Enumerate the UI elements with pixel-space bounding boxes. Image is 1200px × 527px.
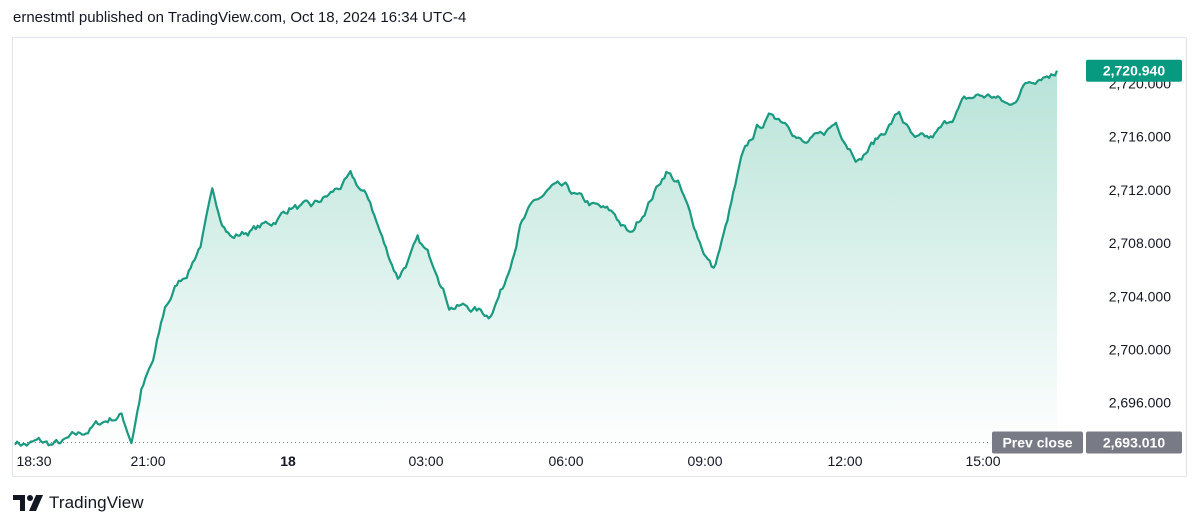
x-tick-label: 15:00 [965, 453, 1000, 469]
x-tick-label: 03:00 [408, 453, 443, 469]
x-tick-label: 06:00 [548, 453, 583, 469]
x-tick-label: 18 [280, 453, 296, 469]
prev-close-text: Prev close [1002, 435, 1072, 451]
chart-frame [12, 37, 1187, 477]
tradingview-logo-icon [13, 494, 43, 511]
y-tick-label: 2,700.000 [1109, 341, 1171, 357]
x-tick-label: 12:00 [827, 453, 862, 469]
y-tick-label: 2,712.000 [1109, 182, 1171, 198]
footer: TradingView [13, 491, 144, 515]
brand-name: TradingView [49, 493, 144, 512]
y-tick-label: 2,704.000 [1109, 288, 1171, 304]
x-tick-label: 09:00 [687, 453, 722, 469]
y-axis: 2,696.000 2,700.000 2,704.000 2,708.000 2,71… [1109, 75, 1171, 410]
price-line [14, 70, 1059, 447]
prev-close-badge: Prev close 2,693.010 [992, 431, 1182, 454]
last-price-label: 2,720.940 [1103, 63, 1165, 79]
publish-info: ernestmtl published on TradingView.com, … [13, 9, 467, 26]
last-price-badge: 2,720.940 [1086, 59, 1182, 82]
x-axis: 18:30 21:00 18 03:00 06:00 09:00 12:00 15:00 [16, 453, 1000, 469]
y-tick-label: 2,708.000 [1109, 235, 1171, 251]
x-tick-label: 18:30 [16, 453, 51, 469]
price-area [15, 70, 1057, 452]
prev-close-value: 2,693.010 [1103, 435, 1165, 451]
y-tick-label: 2,696.000 [1109, 395, 1171, 411]
y-tick-label: 2,716.000 [1109, 129, 1171, 145]
x-tick-label: 21:00 [130, 453, 165, 469]
